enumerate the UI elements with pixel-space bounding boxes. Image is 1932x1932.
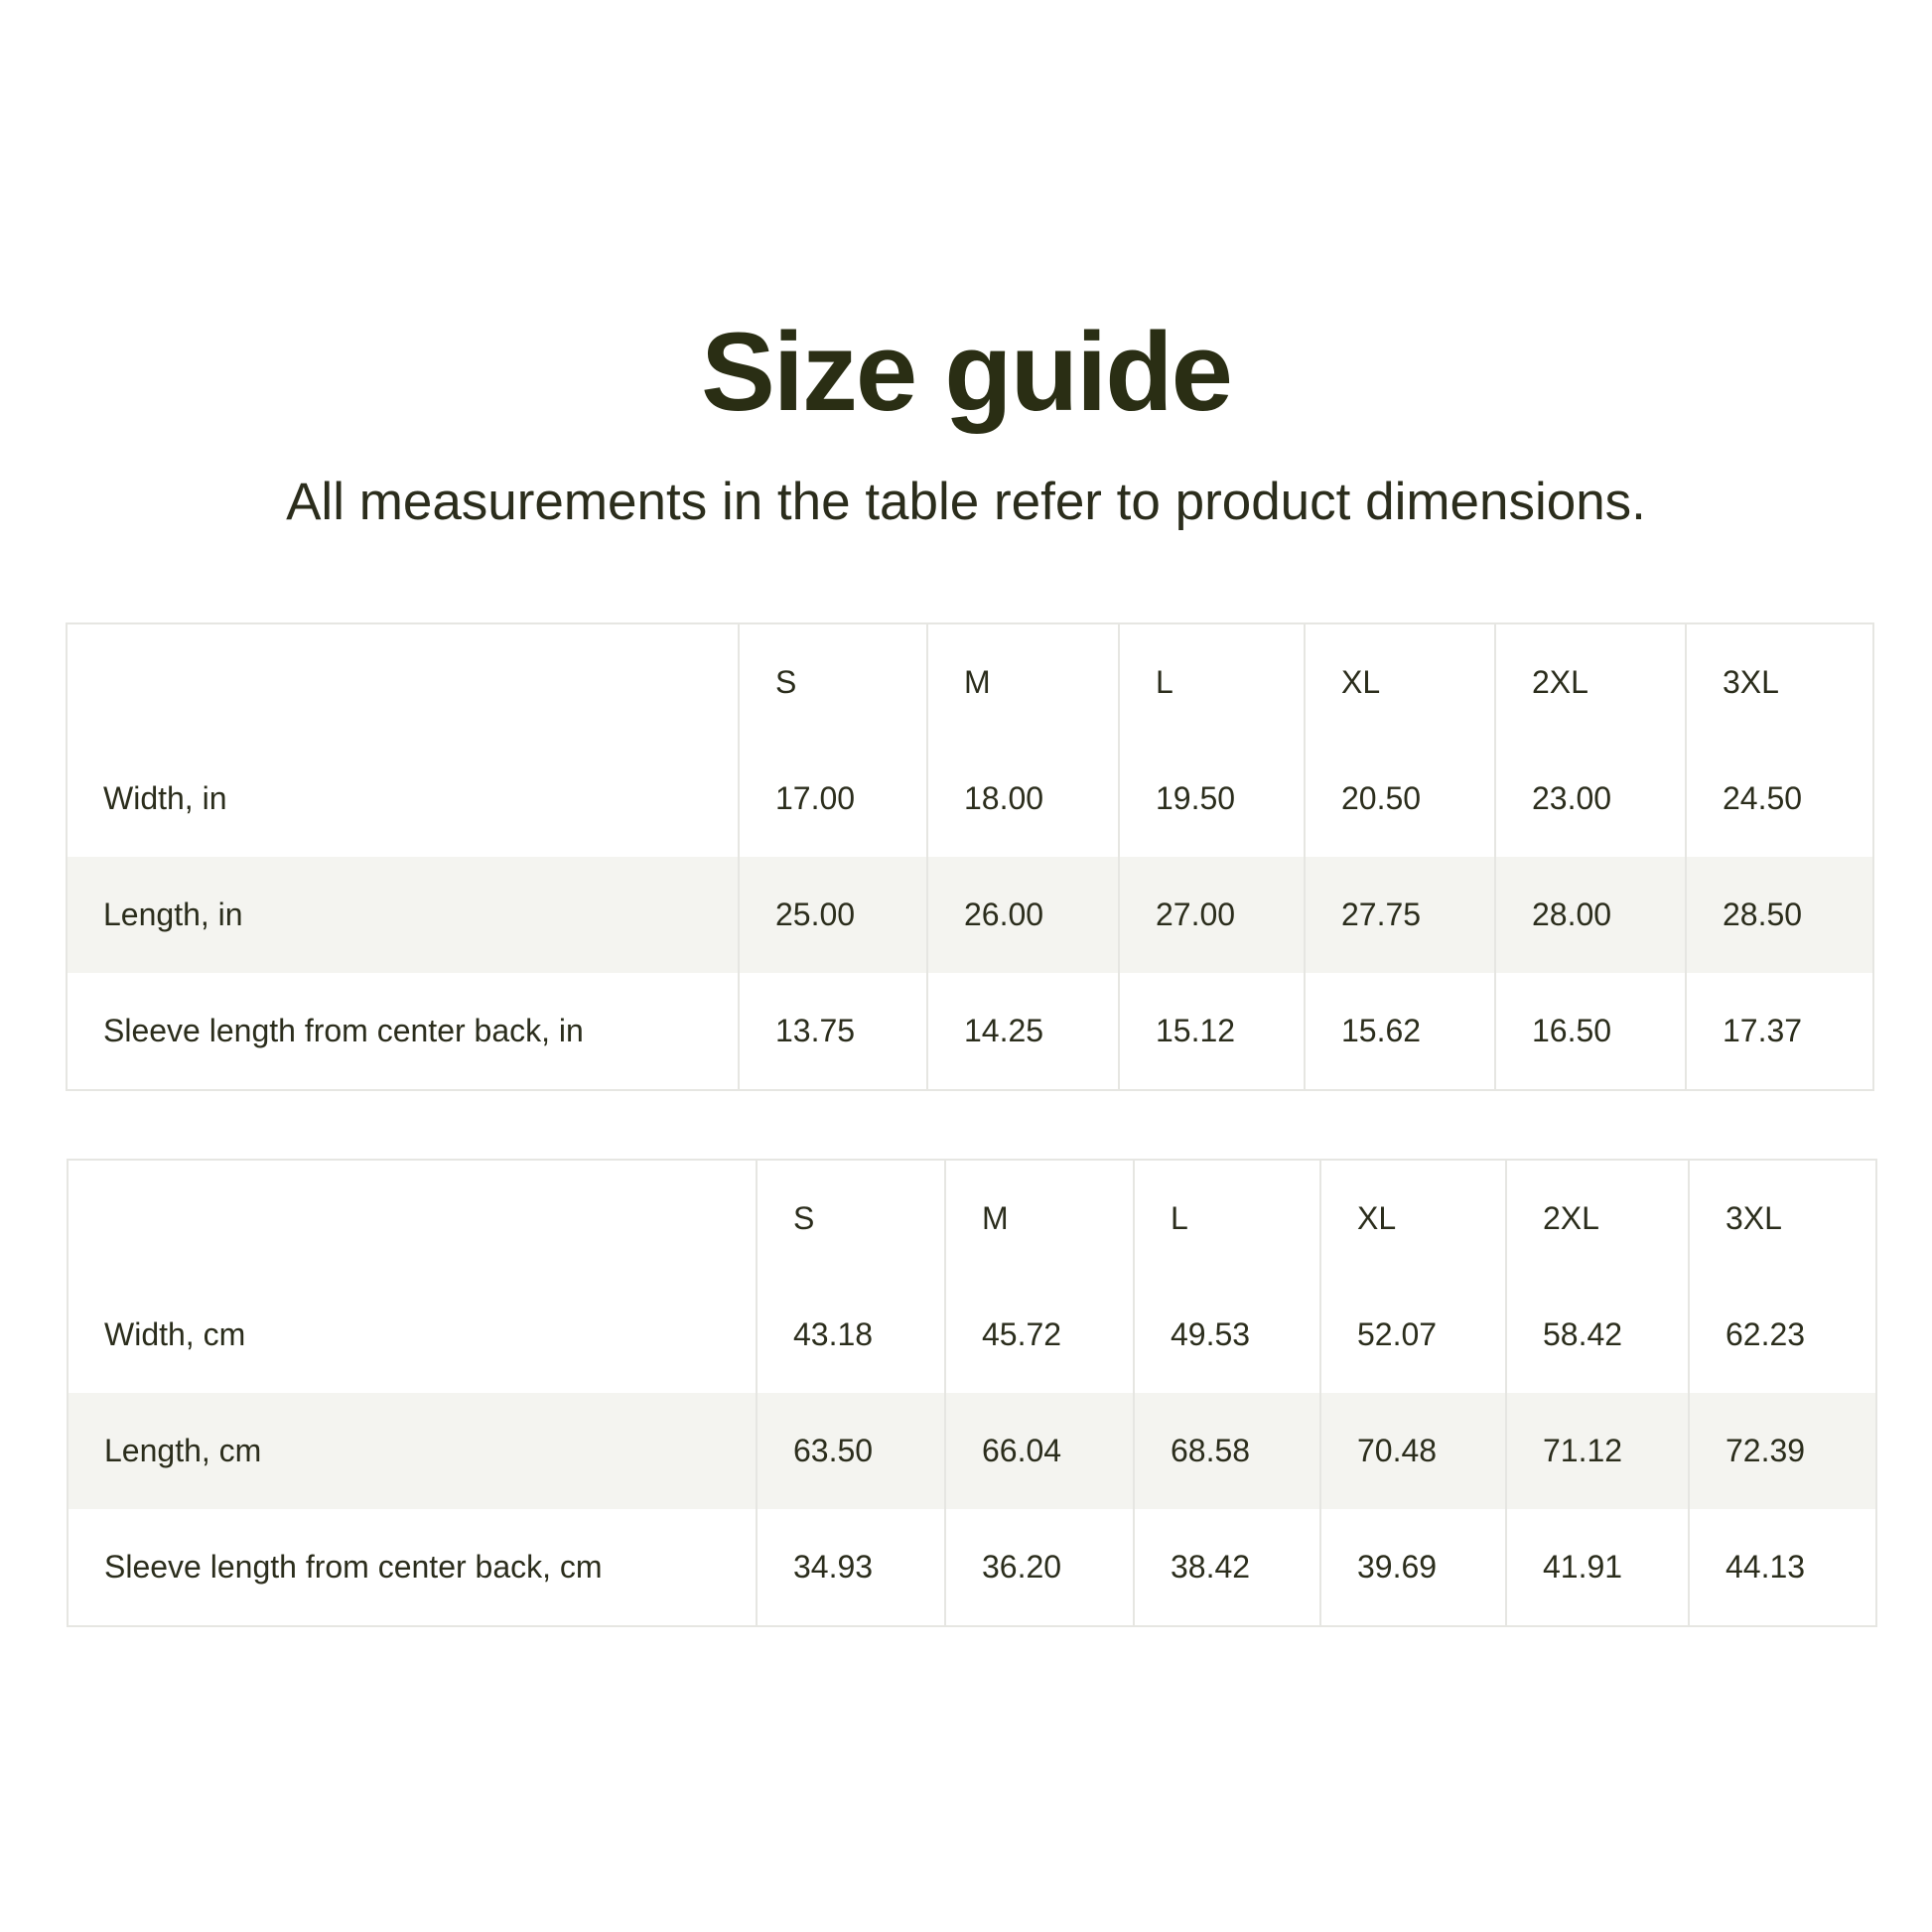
size-header: M bbox=[926, 623, 1119, 741]
size-header: L bbox=[1133, 1160, 1320, 1277]
size-header: M bbox=[944, 1160, 1134, 1277]
measurement-cell: 24.50 bbox=[1685, 741, 1873, 857]
measurement-cell: 18.00 bbox=[926, 741, 1119, 857]
measurement-cell: 39.69 bbox=[1319, 1509, 1506, 1626]
measurement-cell: 13.75 bbox=[738, 973, 927, 1090]
page-title: Size guide bbox=[701, 310, 1233, 434]
measurement-cell: 14.25 bbox=[926, 973, 1119, 1090]
measurement-cell: 72.39 bbox=[1688, 1393, 1876, 1509]
measurement-cell: 62.23 bbox=[1688, 1277, 1876, 1393]
measurement-cell: 16.50 bbox=[1494, 973, 1686, 1090]
size-header: L bbox=[1118, 623, 1305, 741]
table-row: Width, in 17.00 18.00 19.50 20.50 23.00 24.50 bbox=[67, 741, 1873, 857]
measurement-cell: 43.18 bbox=[756, 1277, 945, 1393]
measurement-cell: 44.13 bbox=[1688, 1509, 1876, 1626]
measurement-cell: 68.58 bbox=[1133, 1393, 1320, 1509]
measurement-cell: 52.07 bbox=[1319, 1277, 1506, 1393]
header-row: S M L XL 2XL 3XL bbox=[67, 623, 1873, 741]
table-row: Sleeve length from center back, in 13.75 1… bbox=[67, 973, 1873, 1090]
size-header: S bbox=[756, 1160, 945, 1277]
measurement-cell: 26.00 bbox=[926, 857, 1119, 973]
measurement-cell: 17.00 bbox=[738, 741, 927, 857]
size-header: 3XL bbox=[1685, 623, 1873, 741]
measurement-cell: 45.72 bbox=[944, 1277, 1134, 1393]
header-empty-cell bbox=[68, 1160, 757, 1277]
measurement-cell: 28.50 bbox=[1685, 857, 1873, 973]
row-label: Sleeve length from center back, cm bbox=[104, 1549, 603, 1585]
size-header: 2XL bbox=[1505, 1160, 1689, 1277]
size-header: XL bbox=[1319, 1160, 1506, 1277]
measurement-cell: 70.48 bbox=[1319, 1393, 1506, 1509]
table-row: Length, in 25.00 26.00 27.00 27.75 28.00 28.50 bbox=[67, 857, 1873, 973]
header-empty-cell bbox=[67, 623, 739, 741]
measurement-cell: 38.42 bbox=[1133, 1509, 1320, 1626]
measurement-cell: 36.20 bbox=[944, 1509, 1134, 1626]
table-row: Sleeve length from center back, cm 34.93 3… bbox=[68, 1509, 1876, 1626]
size-header: XL bbox=[1304, 623, 1495, 741]
size-header: S bbox=[738, 623, 927, 741]
measurement-cell: 23.00 bbox=[1494, 741, 1686, 857]
size-header: 3XL bbox=[1688, 1160, 1876, 1277]
row-label: Width, in bbox=[103, 780, 227, 816]
measurement-cell: 27.00 bbox=[1118, 857, 1305, 973]
header-row: S M L XL 2XL 3XL bbox=[68, 1160, 1876, 1277]
row-label: Width, cm bbox=[104, 1316, 246, 1352]
measurement-cell: 41.91 bbox=[1505, 1509, 1689, 1626]
measurement-cell: 20.50 bbox=[1304, 741, 1495, 857]
table-row: Width, cm 43.18 45.72 49.53 52.07 58.42 62.23 bbox=[68, 1277, 1876, 1393]
size-table-inches: S M L XL 2XL 3XL Width, in 17.00 18.00 19.50 20.50… bbox=[66, 622, 1874, 1091]
row-label: Sleeve length from center back, in bbox=[103, 1013, 584, 1048]
page-subtitle: All measurements in the table refer to p… bbox=[286, 473, 1646, 531]
measurement-cell: 15.12 bbox=[1118, 973, 1305, 1090]
measurement-cell: 27.75 bbox=[1304, 857, 1495, 973]
measurement-cell: 15.62 bbox=[1304, 973, 1495, 1090]
measurement-cell: 34.93 bbox=[756, 1509, 945, 1626]
size-header: 2XL bbox=[1494, 623, 1686, 741]
measurement-cell: 25.00 bbox=[738, 857, 927, 973]
row-label: Length, cm bbox=[68, 1393, 757, 1509]
measurement-cell: 66.04 bbox=[944, 1393, 1134, 1509]
measurement-cell: 63.50 bbox=[756, 1393, 945, 1509]
size-table-cm: S M L XL 2XL 3XL Width, cm 43.18 45.72 49.53 52.07… bbox=[67, 1159, 1877, 1627]
table-row: Length, cm 63.50 66.04 68.58 70.48 71.12 72.39 bbox=[68, 1393, 1876, 1509]
measurement-cell: 49.53 bbox=[1133, 1277, 1320, 1393]
measurement-cell: 71.12 bbox=[1505, 1393, 1689, 1509]
row-label: Length, in bbox=[67, 857, 739, 973]
measurement-cell: 19.50 bbox=[1118, 741, 1305, 857]
measurement-cell: 58.42 bbox=[1505, 1277, 1689, 1393]
measurement-cell: 17.37 bbox=[1685, 973, 1873, 1090]
measurement-cell: 28.00 bbox=[1494, 857, 1686, 973]
